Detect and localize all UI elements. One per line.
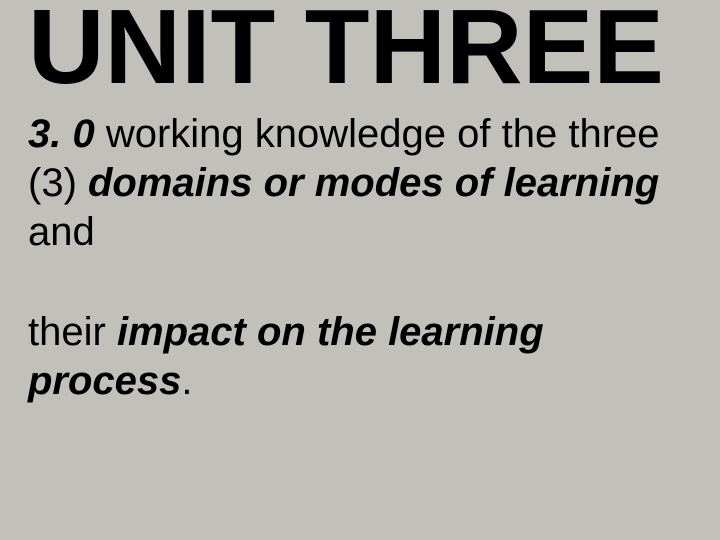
paragraph-1: 3. 0 working knowledge of the three (3) …: [28, 110, 692, 256]
p2-text-2: .: [181, 359, 192, 403]
slide: UNIT THREE 3. 0 working knowledge of the…: [0, 0, 720, 534]
p1-emph-1: 3. 0: [28, 112, 95, 156]
p2-text-1: their: [28, 310, 117, 354]
p1-emph-2: domains or modes of learning: [88, 161, 659, 205]
slide-title: UNIT THREE: [28, 0, 692, 100]
p1-text-2: and: [28, 210, 95, 254]
paragraph-2: their impact on the learning process.: [28, 308, 692, 406]
